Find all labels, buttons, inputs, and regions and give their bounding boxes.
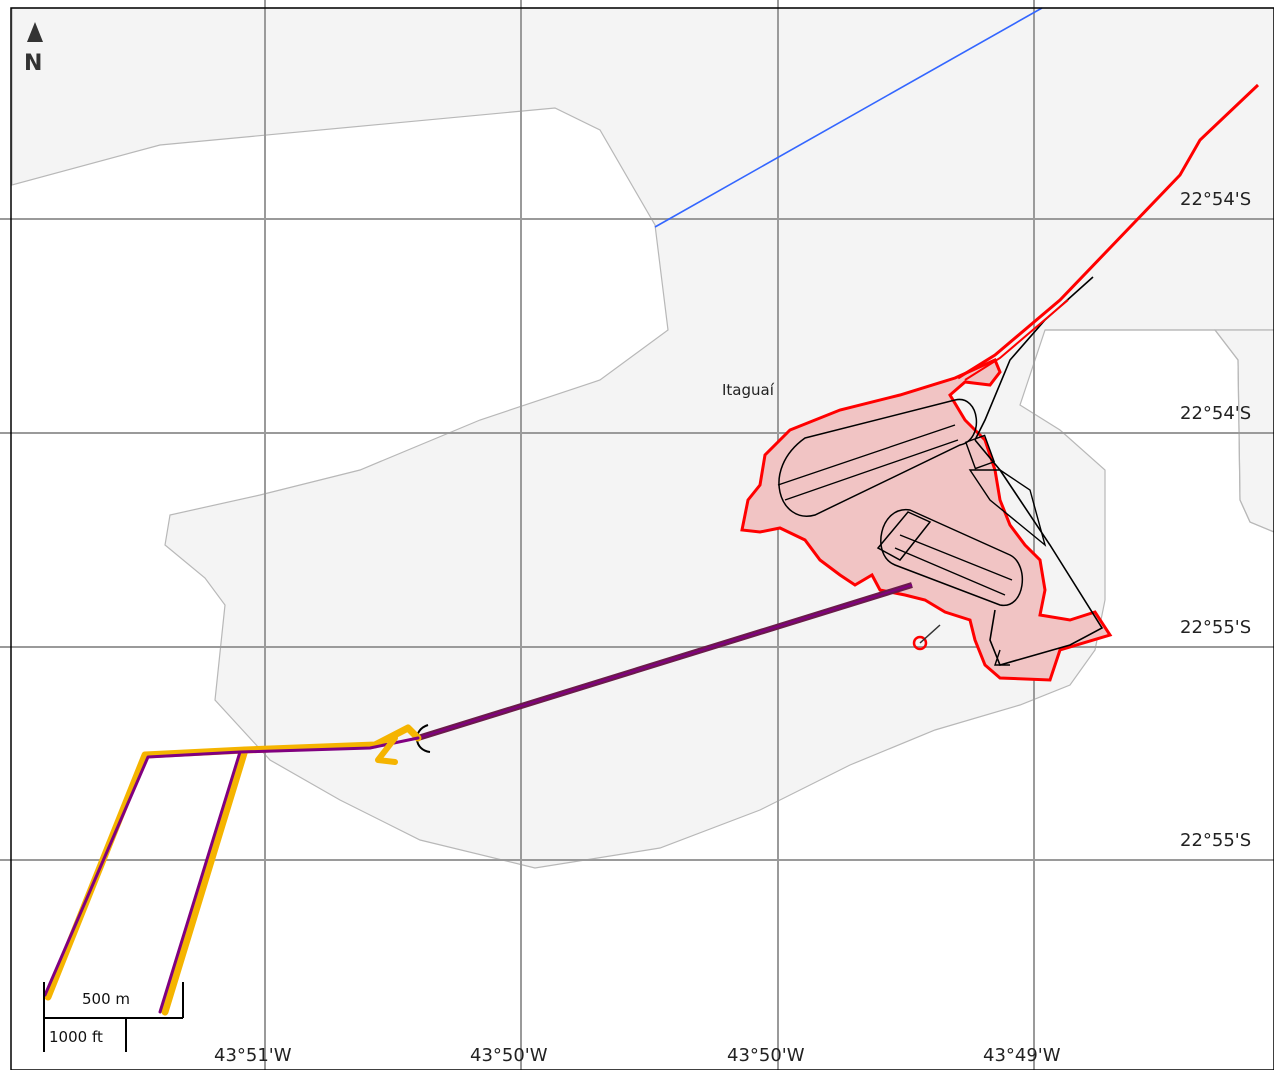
north-label: N <box>24 51 42 76</box>
stockyard-lower <box>880 509 1024 606</box>
railway-building <box>964 434 996 470</box>
stockyard-upper-rail-2 <box>784 439 959 501</box>
lat-label-3: 22°55'S <box>1180 617 1251 638</box>
lat-label-1: 22°54'S <box>1180 189 1251 210</box>
railway-loop[interactable] <box>974 439 1104 666</box>
north-arrow-icon: N <box>24 22 43 76</box>
stockyard-upper <box>778 398 977 517</box>
coastline-top <box>1045 329 1274 533</box>
yellow-pipeline-network[interactable] <box>43 724 422 1016</box>
pipeline-dark-core <box>417 584 913 739</box>
scale-bar: 500 m 1000 ft <box>43 982 184 1052</box>
marker-stem <box>919 624 941 644</box>
railway-hook <box>994 649 1010 666</box>
scale-metric-label: 500 m <box>82 990 130 1008</box>
lat-label-4: 22°55'S <box>1180 830 1251 851</box>
marker-circle[interactable] <box>912 635 928 651</box>
lat-label-2: 22°54'S <box>1180 403 1251 424</box>
land-top-band <box>11 7 1274 869</box>
lon-label-3: 43°50'W <box>727 1045 805 1066</box>
stockyard-lower-rail-2 <box>894 547 1006 596</box>
railway-red-2 <box>964 299 1069 381</box>
railway-inner[interactable] <box>968 469 1047 547</box>
lon-label-1: 43°51'W <box>214 1045 292 1066</box>
lon-label-4: 43°49'W <box>983 1045 1061 1066</box>
map-border <box>10 7 1274 1070</box>
lon-label-2: 43°50'W <box>470 1045 548 1066</box>
stockyard-lower-rail-1 <box>899 534 1013 581</box>
stockyard-upper-rail-1 <box>777 424 956 486</box>
blue-boundary-line[interactable] <box>654 7 1043 228</box>
place-label-itaguai: Itaguaí <box>722 381 775 399</box>
railway-red[interactable] <box>957 83 1260 380</box>
scale-imperial-label: 1000 ft <box>49 1028 103 1046</box>
stockyard-lower-rect <box>876 511 932 561</box>
